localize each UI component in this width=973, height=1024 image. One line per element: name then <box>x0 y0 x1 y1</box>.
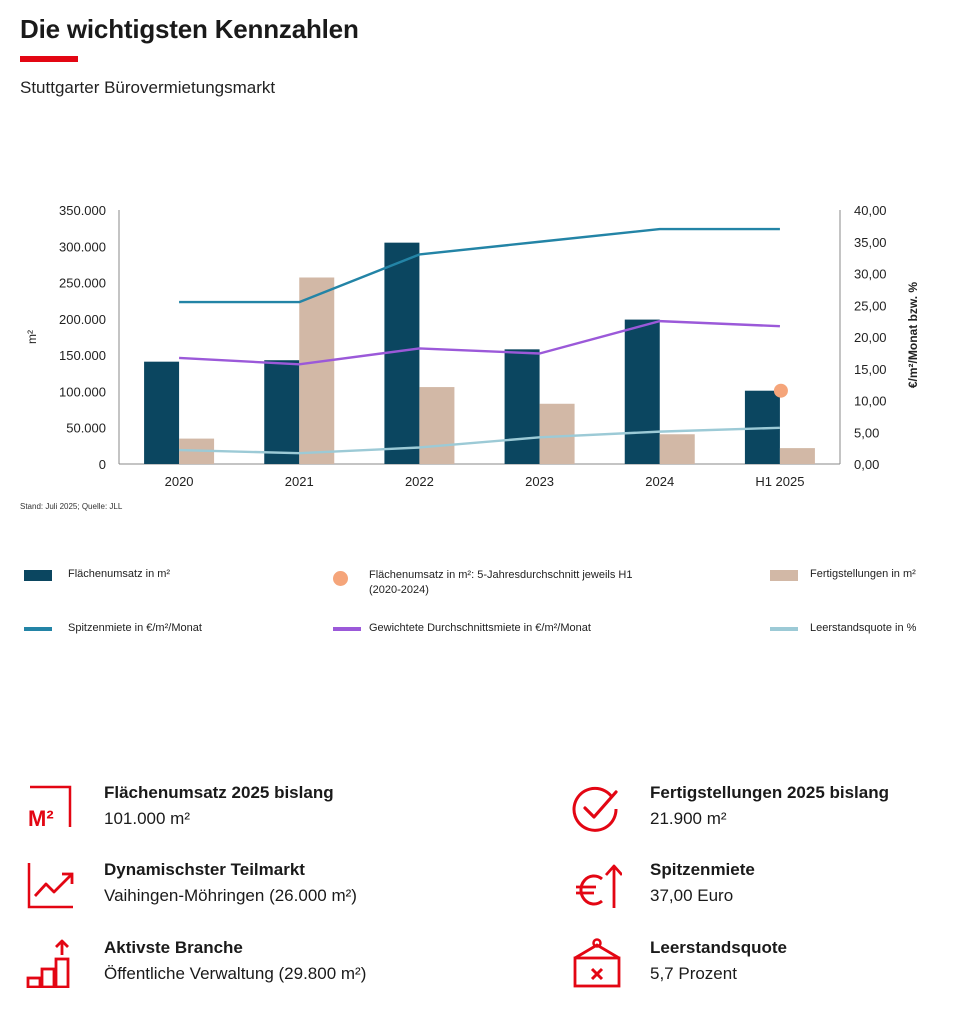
legend-label-average: Flächenumsatz in m²: 5-Jahresdurchschnit… <box>369 569 633 596</box>
checkmark-icon <box>572 786 618 832</box>
right-tick-label: 15,00 <box>854 362 887 377</box>
page-subtitle: Stuttgarter Bürovermietungsmarkt <box>20 78 276 97</box>
x-tick-label: 2024 <box>645 474 674 489</box>
svg-text:M²: M² <box>28 806 54 831</box>
title-underline <box>20 56 78 62</box>
legend-label-spitzen: Spitzenmiete in €/m²/Monat <box>68 622 202 634</box>
left-axis-title: m² <box>25 330 39 344</box>
legend-label-leerstand: Leerstandsquote in % <box>810 622 917 634</box>
left-tick-label: 250.000 <box>59 276 106 291</box>
bar-fertigstellungen <box>419 387 455 464</box>
bar-flaechenumsatz <box>144 361 180 464</box>
kpi-label: Leerstandsquote <box>650 938 787 957</box>
right-tick-label: 25,00 <box>854 298 887 313</box>
legend-label-umsatz: Flächenumsatz in m² <box>68 568 171 580</box>
legend-label-fertig: Fertigstellungen in m² <box>810 568 916 580</box>
legend-swatch-umsatz <box>24 570 52 581</box>
line-leerstandsquote <box>179 426 780 455</box>
right-tick-label: 5,00 <box>854 425 879 440</box>
combo-chart: 0 50.000 100.000 150.000 200.000 250.000 300.0… <box>25 203 920 489</box>
bar-fertigstellungen <box>659 434 695 464</box>
right-tick-label: 20,00 <box>854 330 887 345</box>
left-tick-label: 300.000 <box>59 239 106 254</box>
bar-fertigstellungen <box>299 277 335 464</box>
kpi-value: Vaihingen-Möhringen (26.000 m²) <box>104 886 357 905</box>
left-tick-label: 350.000 <box>59 203 106 218</box>
m2-icon: M² <box>28 785 72 831</box>
trend-up-icon <box>27 863 74 909</box>
line-durchschnittsmiete <box>179 319 780 366</box>
right-tick-label: 10,00 <box>854 394 887 409</box>
bar-flaechenumsatz <box>504 349 540 464</box>
legend-swatch-average <box>333 571 348 586</box>
kpi-value: 37,00 Euro <box>650 886 734 905</box>
bar-flaechenumsatz <box>264 360 300 464</box>
kpi-label: Spitzenmiete <box>650 860 755 879</box>
bar-steps-icon <box>26 939 70 988</box>
kpi-label: Flächenumsatz 2025 bislang <box>104 783 334 802</box>
kpi-value: 5,7 Prozent <box>650 964 737 983</box>
right-tick-label: 0,00 <box>854 457 879 472</box>
legend-swatch-fertig <box>770 570 798 581</box>
vacancy-sign-icon <box>573 938 621 988</box>
right-axis-title: €/m²/Monat bzw. % <box>906 282 920 389</box>
point-5-jahresdurchschnitt <box>773 383 788 398</box>
kpi-value: 21.900 m² <box>650 809 727 828</box>
kpi-value: Öffentliche Verwaltung (29.800 m²) <box>104 964 367 983</box>
left-tick-label: 200.000 <box>59 312 106 327</box>
kpi-label: Dynamischster Teilmarkt <box>104 860 305 879</box>
left-tick-label: 0 <box>99 457 106 472</box>
x-tick-label: 2021 <box>285 474 314 489</box>
line-spitzenmiete <box>179 227 780 304</box>
kpi-label: Fertigstellungen 2025 bislang <box>650 783 890 802</box>
x-tick-label: H1 2025 <box>755 474 804 489</box>
x-tick-label: 2023 <box>525 474 554 489</box>
kpi-label: Aktivste Branche <box>104 938 243 957</box>
kpi-value: 101.000 m² <box>104 809 190 828</box>
euro-up-icon <box>576 864 622 908</box>
bar-fertigstellungen <box>779 448 815 464</box>
legend-swatch-durchschnitt <box>333 627 361 631</box>
right-tick-label: 40,00 <box>854 203 887 218</box>
right-tick-label: 35,00 <box>854 235 887 250</box>
x-tick-label: 2020 <box>165 474 194 489</box>
left-tick-label: 100.000 <box>59 384 106 399</box>
legend-swatch-leerstand <box>770 627 798 631</box>
right-tick-label: 30,00 <box>854 267 887 282</box>
bar-fertigstellungen <box>539 403 575 464</box>
source-note: Stand: Juli 2025; Quelle: JLL <box>20 502 123 511</box>
x-tick-label: 2022 <box>405 474 434 489</box>
legend-label-durchschnitt: Gewichtete Durchschnittsmiete in €/m²/Mo… <box>369 622 591 634</box>
legend-swatch-spitzen <box>24 627 52 631</box>
left-tick-label: 150.000 <box>59 348 106 363</box>
page-title: Die wichtigsten Kennzahlen <box>20 14 359 44</box>
left-tick-label: 50.000 <box>66 421 106 436</box>
bar-flaechenumsatz <box>624 319 660 464</box>
